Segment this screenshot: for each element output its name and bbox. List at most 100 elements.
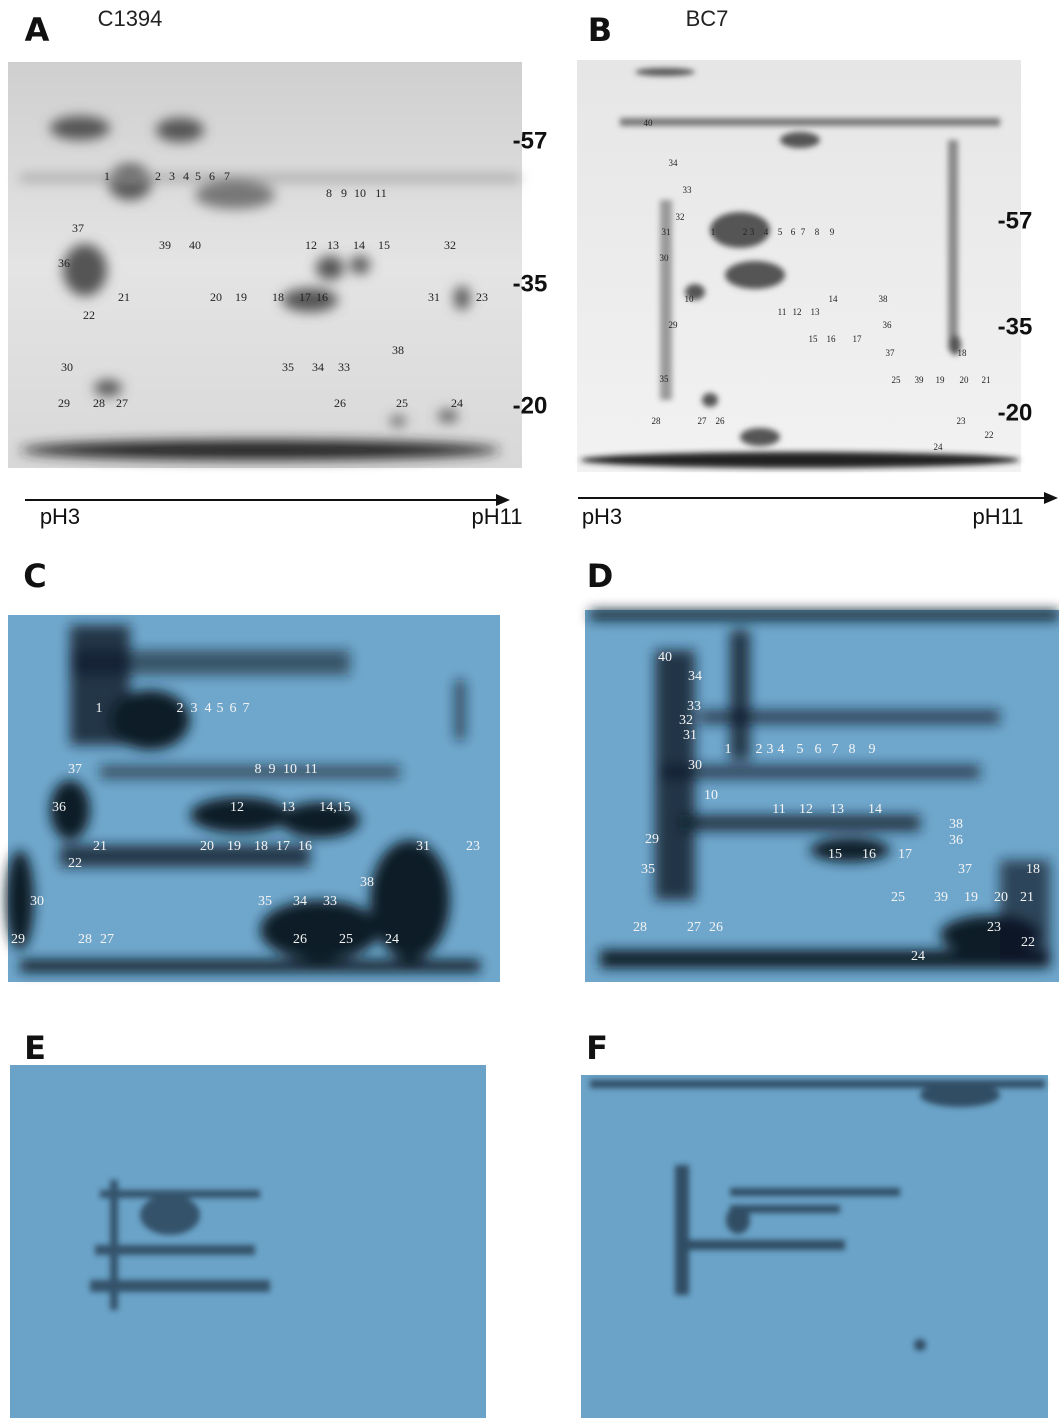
spot-label: 28: [652, 416, 662, 426]
spot-label: 21: [118, 290, 130, 304]
spot-label: 28: [78, 932, 92, 947]
ph-axis-b: [578, 492, 1058, 504]
spot-label: 23: [987, 920, 1001, 935]
spot-label: 35: [282, 360, 294, 374]
spot-label: 28: [93, 396, 105, 410]
spot-label: 6: [815, 742, 822, 757]
spot-label: 14: [868, 802, 882, 817]
spot-label: 37: [958, 862, 972, 877]
spot-label: 37: [886, 348, 896, 358]
spot-label: 31: [428, 290, 440, 304]
spot-label: 8: [815, 227, 820, 237]
spot-label: 1: [96, 701, 103, 716]
spot-label: 31: [683, 728, 697, 743]
spot-label: 19: [964, 890, 978, 905]
spot-label: 25: [396, 396, 408, 410]
spot-label: 6: [230, 701, 237, 716]
spot-label: 11: [772, 802, 785, 817]
spot-label: 26: [716, 416, 726, 426]
spot-label: 36: [52, 800, 66, 815]
spot-label: 27: [698, 416, 708, 426]
spot-label: 39: [915, 375, 925, 385]
spot-label: 3: [169, 169, 175, 183]
spot-label: 24: [385, 932, 399, 947]
spot-label: 8: [255, 762, 262, 777]
spot-label: 39: [159, 238, 171, 252]
spot-label: 20: [210, 290, 222, 304]
spot-label: 23: [466, 839, 480, 854]
spot-label: 30: [688, 758, 702, 773]
mw-marker: -57: [513, 127, 548, 154]
spot-label: 33: [338, 360, 350, 374]
spot-label: 21: [982, 375, 991, 385]
spot-label: 22: [68, 856, 82, 871]
spot-label: 10: [704, 788, 718, 803]
spot-label: 17: [853, 334, 863, 344]
spot-label: 27: [687, 920, 701, 935]
spot-label: 32: [444, 238, 456, 252]
gel-image-b: [577, 60, 1021, 472]
spot-label: 25: [339, 932, 353, 947]
spot-label: 5: [195, 169, 201, 183]
spot-label: 15: [809, 334, 819, 344]
spot-label: 34: [688, 669, 702, 684]
spot-label: 7: [224, 169, 230, 183]
spot-label: 37: [68, 762, 82, 777]
spot-label: 24: [934, 442, 944, 452]
spot-label: 10: [685, 294, 695, 304]
spot-label: 38: [879, 294, 889, 304]
spot-label: 38: [392, 343, 404, 357]
spot-label: 3: [750, 227, 755, 237]
spot-label: 1: [725, 742, 732, 757]
sample-label: BC7: [686, 6, 729, 31]
spot-label: 27: [116, 396, 128, 410]
spot-label: 13: [281, 800, 295, 815]
spot-label: 35: [660, 374, 670, 384]
spot-label: 12: [793, 307, 802, 317]
spot-label: 12: [230, 800, 244, 815]
spot-label: 29: [11, 932, 25, 947]
spot-label: 3: [191, 701, 198, 716]
spot-label: 17: [898, 847, 912, 862]
spot-label: 4: [778, 742, 785, 757]
spot-label: 20: [200, 839, 214, 854]
spot-label: 30: [30, 894, 44, 909]
spot-label: 30: [660, 253, 670, 263]
spot-label: 11: [304, 762, 317, 777]
panel-letter: D: [587, 557, 614, 595]
spot-label: 16: [827, 334, 837, 344]
spot-label: 21: [1020, 890, 1034, 905]
spot-label: 40: [189, 238, 201, 252]
spot-label: 34: [669, 158, 679, 168]
spot-label: 22: [985, 430, 994, 440]
panel-letter: C: [23, 557, 46, 595]
spot-label: 19: [936, 375, 946, 385]
spot-label: 19: [235, 290, 247, 304]
spot-label: 24: [911, 949, 925, 964]
spot-label: 1: [104, 169, 110, 183]
mw-marker: -20: [998, 399, 1033, 426]
spot-label: 10: [354, 186, 366, 200]
spot-label: 6: [209, 169, 215, 183]
gel-image-e: [10, 1065, 486, 1418]
spot-label: 33: [683, 185, 693, 195]
ph-axis-a: [25, 494, 510, 506]
spot-label: 7: [801, 227, 806, 237]
spot-label: 9: [341, 186, 347, 200]
spot-label: 10: [283, 762, 297, 777]
spot-label: 27: [100, 932, 114, 947]
mw-marker: -57: [998, 207, 1033, 234]
gel-image-d: [585, 610, 1059, 982]
ph-label: pH11: [973, 504, 1024, 529]
spot-label: 17: [299, 290, 311, 304]
panel-letter: E: [24, 1029, 46, 1067]
spot-label: 6: [791, 227, 796, 237]
spot-label: 25: [891, 890, 905, 905]
spot-label: 18: [254, 839, 268, 854]
gel-image-c: [6, 615, 500, 982]
spot-label: 7: [243, 701, 250, 716]
spot-label: 40: [644, 118, 654, 128]
spot-label: 20: [994, 890, 1008, 905]
spot-label: 20: [960, 375, 970, 385]
spot-label: 14: [353, 238, 365, 252]
